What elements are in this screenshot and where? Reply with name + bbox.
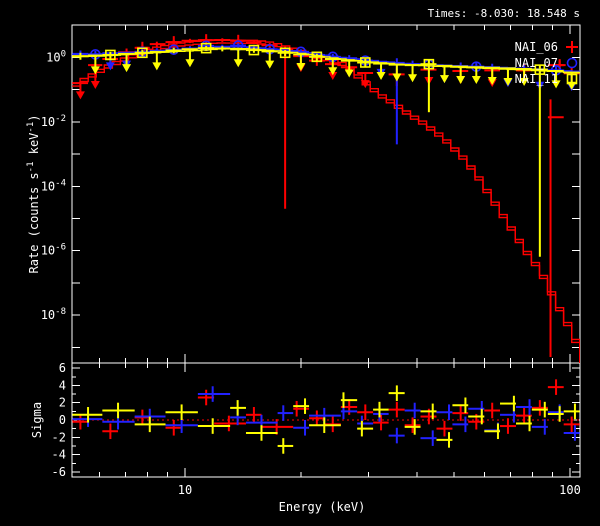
legend: NAI_06 NAI_07 NAI_11 bbox=[515, 40, 578, 86]
sigma-tick-label: -4 bbox=[52, 448, 66, 462]
upper-limit-arrowhead bbox=[376, 72, 386, 81]
y-tick-label: 10-4 bbox=[41, 178, 66, 193]
x-tick-label: 10 bbox=[178, 483, 192, 497]
upper-limit-arrowhead bbox=[265, 60, 275, 69]
marker-square bbox=[105, 49, 116, 61]
upper-limit-arrowhead bbox=[471, 76, 481, 85]
data-NAI_11 bbox=[72, 42, 580, 257]
legend-label-nai07: NAI_07 bbox=[515, 56, 558, 70]
upper-limit-arrowhead bbox=[105, 62, 115, 71]
residuals-NAI_11 bbox=[72, 385, 580, 454]
model-histogram-lower bbox=[72, 42, 580, 363]
upper-limit-arrowhead bbox=[90, 81, 100, 90]
upper-limit-arrowhead bbox=[328, 72, 338, 81]
y-tick-label: 10-2 bbox=[41, 114, 66, 129]
upper-limit-arrowhead bbox=[487, 76, 497, 85]
marker-square bbox=[137, 47, 148, 59]
panel-frames bbox=[71, 24, 581, 478]
upper-limit-arrowhead bbox=[75, 91, 85, 100]
sigma-tick-label: -6 bbox=[52, 465, 66, 479]
upper-limit-arrowhead bbox=[344, 69, 354, 78]
y-tick-label: 10-6 bbox=[41, 243, 66, 258]
data-NAI_06 bbox=[72, 34, 580, 357]
upper-limit-arrowhead bbox=[408, 74, 418, 83]
chart-root: 10 100 100 10-2 10-4 10-6 10-8 6 4 2 0 -2 -4 -6 bbox=[41, 24, 581, 497]
model-NAI_06 bbox=[72, 39, 580, 363]
marker-square bbox=[248, 44, 260, 56]
upper-limit-arrowhead bbox=[152, 62, 162, 71]
upper-limit-arrowhead bbox=[233, 59, 243, 68]
marker-square bbox=[423, 58, 435, 70]
marker-square bbox=[360, 57, 371, 68]
residuals-NAI_07 bbox=[72, 386, 580, 446]
upper-limit-arrowhead bbox=[122, 64, 132, 73]
legend-symbols bbox=[566, 41, 578, 85]
x-axis-label: Energy (keV) bbox=[279, 500, 366, 514]
y-tick-label: 10-8 bbox=[41, 307, 66, 322]
sigma-tick-label: 6 bbox=[59, 361, 66, 375]
sigma-tick-label: -2 bbox=[52, 430, 66, 444]
y-tick-label: 100 bbox=[46, 50, 66, 65]
residuals-NAI_06 bbox=[72, 379, 580, 440]
marker-square bbox=[279, 47, 291, 59]
upper-limit-arrowhead bbox=[551, 80, 561, 89]
upper-limit-arrowhead bbox=[439, 75, 449, 84]
upper-limit-arrowhead bbox=[360, 80, 370, 89]
upper-limit-arrowhead bbox=[185, 59, 195, 68]
sigma-tick-label: 4 bbox=[59, 378, 66, 392]
marker-square bbox=[566, 73, 578, 85]
main-panel-frame bbox=[71, 24, 581, 364]
upper-limit-arrowhead bbox=[328, 67, 338, 76]
legend-label-nai06: NAI_06 bbox=[515, 40, 558, 54]
upper-limit-arrowhead bbox=[392, 73, 402, 82]
marker-circle bbox=[566, 57, 578, 69]
marker-square bbox=[200, 42, 212, 54]
upper-limit-arrowhead bbox=[296, 63, 306, 72]
plot-title: Times: -8.030: 18.548 s bbox=[428, 7, 580, 20]
sigma-tick-label: 0 bbox=[59, 413, 66, 427]
y-axis-label-sigma: Sigma bbox=[30, 402, 44, 438]
legend-label-nai11: NAI_11 bbox=[515, 72, 558, 86]
upper-limit-arrowhead bbox=[503, 78, 513, 87]
marker-square bbox=[534, 64, 546, 75]
model-histogram bbox=[72, 39, 580, 361]
marker-square bbox=[311, 51, 323, 63]
upper-limit-arrowhead bbox=[90, 66, 100, 75]
upper-limit-arrowhead bbox=[456, 76, 466, 85]
x-tick-label: 100 bbox=[559, 483, 581, 497]
axis-ticks: 10 100 100 10-2 10-4 10-6 10-8 6 4 2 0 -2 -4 -6 bbox=[41, 25, 581, 497]
sigma-tick-label: 2 bbox=[59, 396, 66, 410]
upper-limit-arrowhead bbox=[519, 78, 529, 87]
y-axis-label-rate: Rate (counts s-1 keV-1) bbox=[26, 115, 41, 274]
